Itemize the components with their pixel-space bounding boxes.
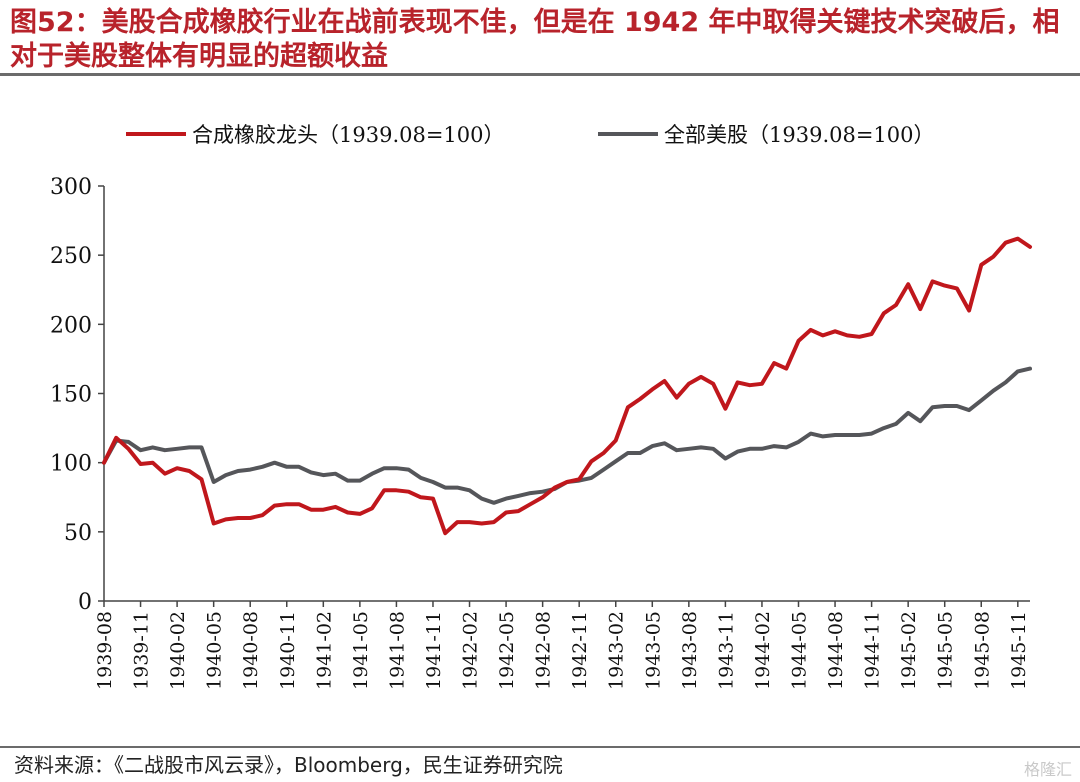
x-tick-label: 1940-11: [277, 611, 299, 690]
x-tick-label: 1944-11: [862, 611, 884, 690]
x-tick-label: 1941-05: [350, 611, 372, 690]
series-line-0: [102, 236, 1032, 536]
x-tick-label: 1943-08: [679, 611, 701, 690]
x-tick-label: 1940-08: [240, 611, 262, 690]
line-chart: 合成橡胶龙头（1939.08=100） 全部美股（1939.08=100） 0 50…: [50, 123, 1032, 690]
x-tick-label: 1941-02: [313, 611, 335, 690]
y-tick-label: 250: [50, 244, 92, 269]
x-tick-label: 1945-11: [1008, 611, 1030, 690]
x-tick-label: 1944-02: [752, 611, 774, 690]
legend-label-1: 全部美股（1939.08=100）: [664, 123, 935, 147]
x-tick-label: 1940-05: [204, 611, 226, 690]
x-tick-label: 1942-11: [569, 611, 591, 690]
x-tick-label: 1943-11: [715, 611, 737, 690]
x-tick-label: 1945-08: [971, 611, 993, 690]
legend-label-0: 合成橡胶龙头（1939.08=100）: [192, 123, 505, 147]
x-tick-label: 1942-02: [460, 611, 482, 690]
x-tick-label: 1943-05: [642, 611, 664, 690]
y-tick-label: 300: [50, 175, 92, 200]
x-tick-label: 1944-08: [825, 611, 847, 690]
x-tick-label: 1942-08: [533, 611, 555, 690]
source-divider: [0, 746, 1080, 748]
x-tick-label: 1940-02: [167, 611, 189, 690]
x-tick-label: 1939-11: [131, 611, 153, 690]
x-tick-label: 1939-08: [94, 611, 116, 690]
y-tick-label: 200: [50, 313, 92, 338]
x-tick-label: 1945-02: [898, 611, 920, 690]
x-tick-label: 1941-11: [423, 611, 445, 690]
x-axis: 1939-08 1939-11 1940-02 1940-05 1940-08 1940-…: [94, 600, 1030, 690]
y-tick-label: 150: [50, 383, 92, 408]
x-tick-label: 1943-02: [606, 611, 628, 690]
title-divider: [0, 73, 1080, 76]
y-tick-label: 0: [78, 590, 92, 615]
x-tick-label: 1945-05: [935, 611, 957, 690]
y-tick-label: 50: [64, 521, 92, 546]
source-note: 资料来源：《二战股市风云录》，Bloomberg，民生证券研究院: [14, 753, 563, 777]
y-axis: 0 50 100 150 200 250 300: [50, 175, 105, 615]
y-tick-label: 100: [50, 452, 92, 477]
x-tick-label: 1944-05: [789, 611, 811, 690]
watermark-logo: 格隆汇: [1023, 760, 1072, 779]
series-layer: [102, 236, 1032, 536]
x-tick-label: 1942-05: [496, 611, 518, 690]
figure-title: 图52：美股合成橡胶行业在战前表现不佳，但是在 1942 年中取得关键技术突破后…: [10, 7, 1060, 72]
x-tick-label: 1941-08: [386, 611, 408, 690]
chart-legend: 合成橡胶龙头（1939.08=100） 全部美股（1939.08=100）: [126, 123, 935, 147]
